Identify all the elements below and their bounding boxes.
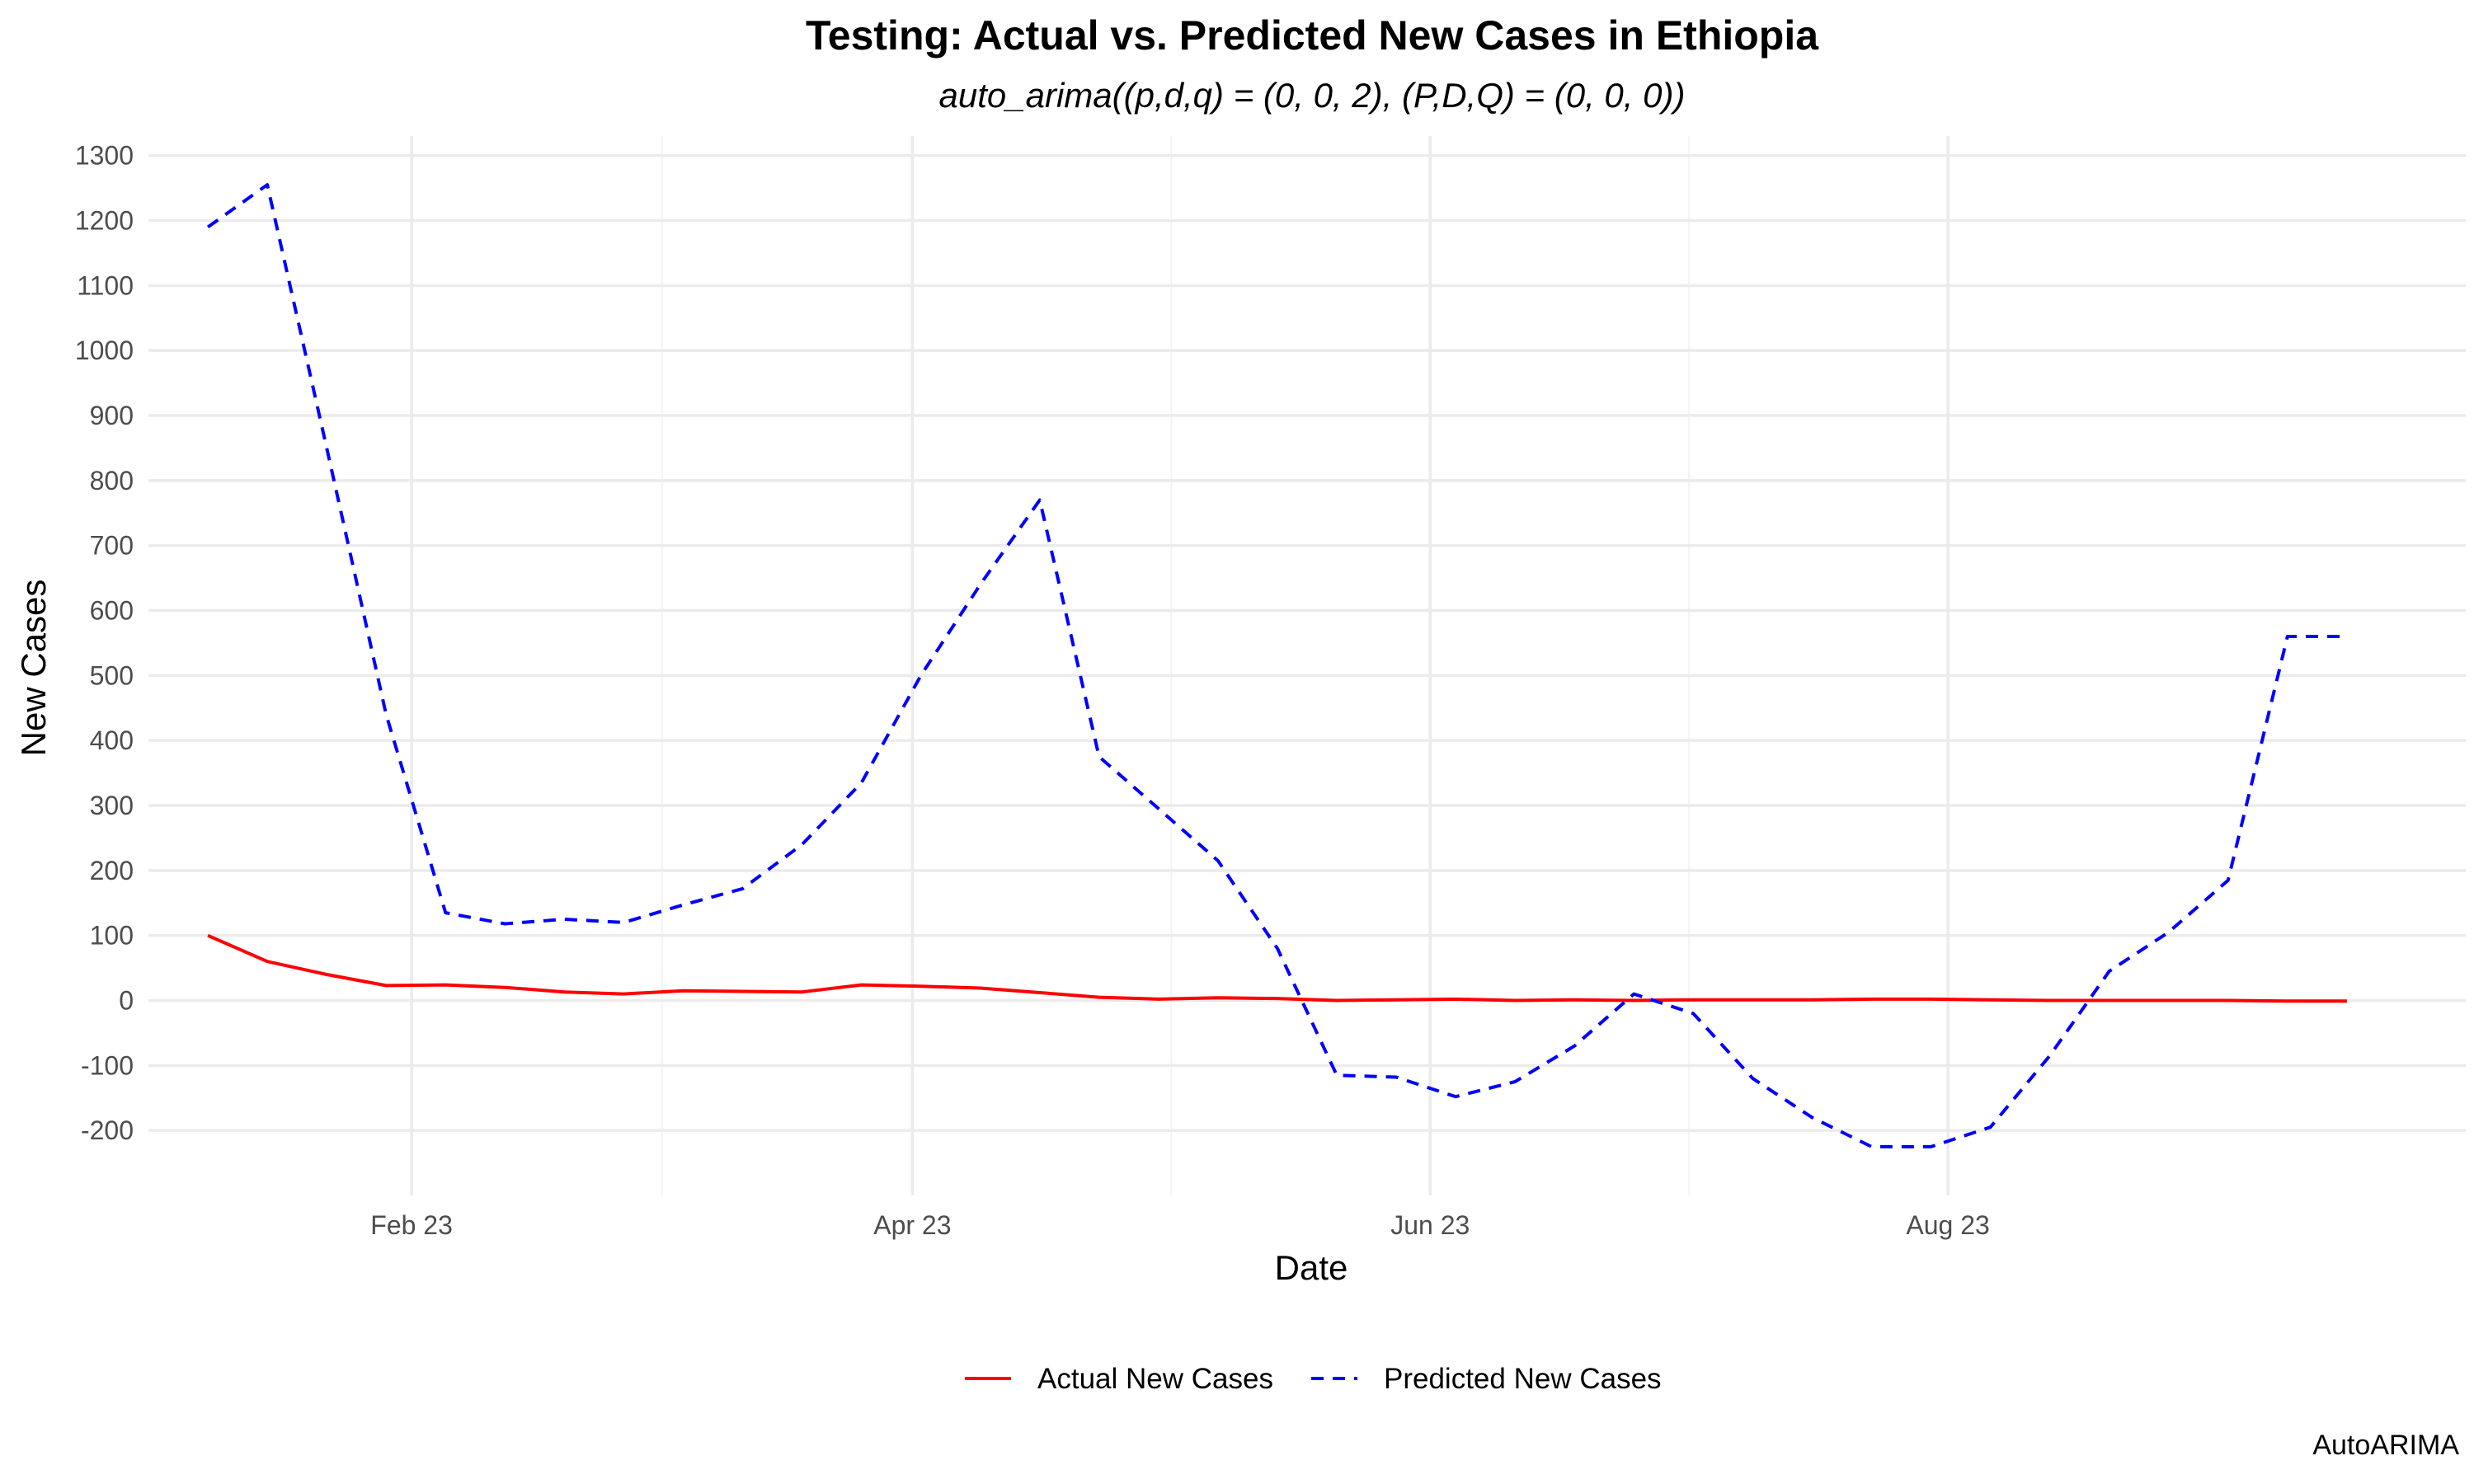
legend-label-predicted: Predicted New Cases bbox=[1384, 1363, 1662, 1395]
x-tick-label: Apr 23 bbox=[873, 1210, 951, 1240]
minor-gridlines bbox=[661, 136, 1691, 1195]
series-layer bbox=[206, 183, 2347, 1148]
legend: Actual New Cases Predicted New Cases bbox=[965, 1363, 1662, 1395]
y-tick-label: 800 bbox=[90, 466, 134, 495]
chart-title: Testing: Actual vs. Predicted New Cases … bbox=[805, 12, 1819, 59]
y-tick-label: 100 bbox=[90, 921, 134, 951]
y-tick-label: 1100 bbox=[77, 270, 134, 300]
x-tick-label: Feb 23 bbox=[370, 1210, 453, 1240]
x-tick-label: Aug 23 bbox=[1906, 1210, 1989, 1240]
series-line-actual bbox=[207, 933, 2347, 1003]
y-tick-label: 1200 bbox=[75, 205, 134, 235]
y-tick-label: 0 bbox=[119, 985, 134, 1015]
y-tick-label: 700 bbox=[90, 531, 134, 561]
y-tick-label: 200 bbox=[90, 856, 134, 885]
legend-label-actual: Actual New Cases bbox=[1037, 1363, 1273, 1395]
major-gridlines bbox=[148, 136, 2466, 1195]
y-tick-label: 500 bbox=[90, 660, 134, 690]
y-tick-label: 600 bbox=[90, 595, 134, 625]
x-axis-title: Date bbox=[1275, 1248, 1348, 1287]
y-tick-label: 300 bbox=[90, 791, 134, 820]
y-tick-label: -100 bbox=[81, 1050, 134, 1080]
y-tick-label: -200 bbox=[81, 1115, 134, 1145]
x-tick-labels: Feb 23 Apr 23 Jun 23 Aug 23 bbox=[370, 1210, 1990, 1240]
chart-caption: AutoARIMA bbox=[2312, 1430, 2459, 1461]
x-tick-label: Jun 23 bbox=[1390, 1210, 1470, 1240]
y-tick-labels: -200 -100 0 100 200 300 400 500 600 700 800 900 1000… bbox=[75, 141, 134, 1146]
series-line-predicted bbox=[206, 183, 2347, 1148]
y-tick-label: 1000 bbox=[75, 336, 134, 365]
y-tick-label: 400 bbox=[90, 726, 134, 755]
y-tick-label: 1300 bbox=[75, 141, 134, 171]
y-axis-title: New Cases bbox=[14, 580, 53, 757]
y-tick-label: 900 bbox=[90, 401, 134, 430]
chart-subtitle: auto_arima((p,d,q) = (0, 0, 2), (P,D,Q) … bbox=[938, 76, 1686, 115]
